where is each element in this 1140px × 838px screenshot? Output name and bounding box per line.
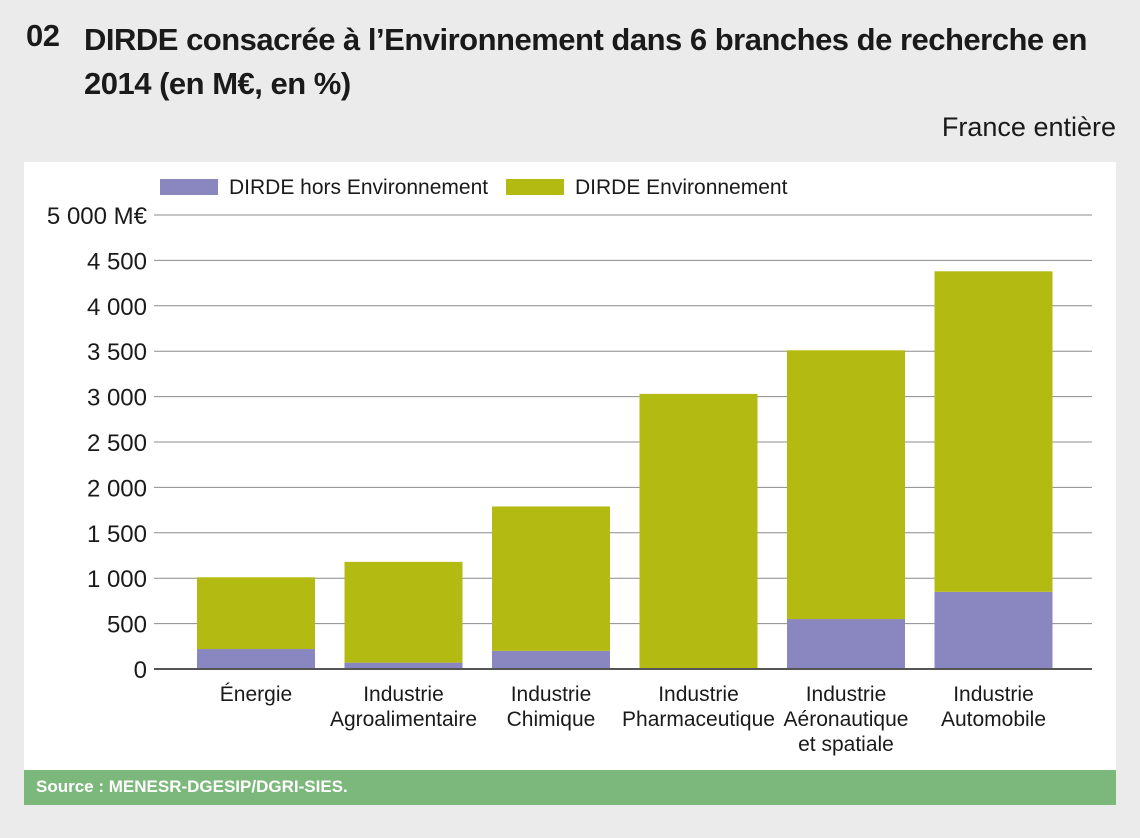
x-category-label: et spatiale — [798, 733, 894, 756]
bar-segment-hors-environnement — [197, 649, 315, 669]
bar-segment-environnement — [639, 393, 758, 669]
x-category-label: Industrie — [953, 683, 1034, 706]
stacked-bar-chart: 0 500 1 000 1 500 2 000 2 500 3 000 3 500 4 000 4… — [47, 176, 1092, 756]
bar-segment-hors-environnement — [492, 650, 610, 669]
bar-segment-environnement — [787, 350, 905, 620]
x-category-label: Agroalimentaire — [330, 708, 477, 731]
y-tick-label: 4 500 — [87, 248, 147, 275]
bar-segment-environnement — [492, 506, 610, 651]
legend-label: DIRDE Environnement — [575, 176, 788, 199]
x-category-label: Énergie — [220, 683, 292, 706]
figure-title: DIRDE consacrée à l’Environnement dans 6… — [84, 22, 1087, 101]
x-category-label: Pharmaceutique — [622, 708, 775, 731]
x-category-label: Industrie — [658, 683, 739, 706]
bar-segment-environnement — [934, 271, 1053, 592]
y-tick-label: 2 000 — [87, 475, 147, 502]
figure-number: 02 — [26, 18, 60, 53]
y-tick-label: 0 — [134, 657, 147, 684]
geographic-scope: France entière — [941, 112, 1116, 142]
y-tick-label: 1 500 — [87, 521, 147, 548]
bar-segment-environnement — [197, 577, 315, 650]
x-category-label: Automobile — [941, 708, 1046, 731]
y-tick-label: 5 000 M€ — [47, 203, 148, 230]
x-category-label: Aéronautique — [784, 708, 909, 731]
bar-segment-environnement — [344, 561, 463, 663]
legend-swatch — [506, 179, 564, 195]
x-category-label: Chimique — [507, 708, 596, 731]
bar-segment-hors-environnement — [787, 619, 905, 669]
y-tick-label: 500 — [107, 612, 147, 639]
x-category-label: Industrie — [363, 683, 444, 706]
bar-segment-hors-environnement — [934, 591, 1053, 669]
y-tick-label: 3 500 — [87, 339, 147, 366]
chart-panel: 0 500 1 000 1 500 2 000 2 500 3 000 3 500 4 000 4… — [24, 162, 1116, 772]
y-tick-label: 2 500 — [87, 430, 147, 457]
y-tick-label: 3 000 — [87, 385, 147, 412]
source-bar: Source : MENESR-DGESIP/DGRI-SIES. — [24, 770, 1116, 805]
legend-label: DIRDE hors Environnement — [229, 176, 488, 199]
x-category-label: Industrie — [511, 683, 592, 706]
legend-swatch — [160, 179, 218, 195]
y-tick-label: 4 000 — [87, 294, 147, 321]
source-note: Source : MENESR-DGESIP/DGRI-SIES. — [36, 777, 348, 796]
bar-segment-hors-environnement — [344, 662, 463, 669]
x-category-label: Industrie — [806, 683, 887, 706]
y-tick-label: 1 000 — [87, 566, 147, 593]
